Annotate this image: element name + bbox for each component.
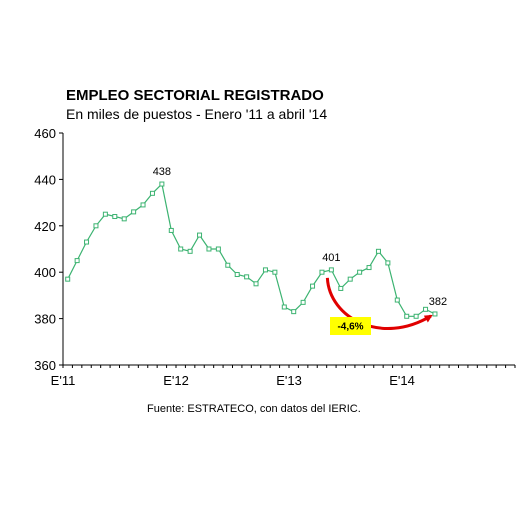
data-point <box>74 258 80 264</box>
data-point <box>300 299 306 305</box>
data-point <box>385 260 391 266</box>
data-point <box>234 272 240 278</box>
data-point <box>112 214 118 220</box>
data-point <box>244 274 250 280</box>
x-tick-label: E'12 <box>163 373 189 388</box>
change-badge-label: -4,6% <box>337 322 363 333</box>
data-label: 438 <box>153 166 171 178</box>
data-point <box>281 304 287 310</box>
data-point <box>131 209 137 215</box>
data-point <box>140 202 146 208</box>
data-point <box>328 267 334 273</box>
data-point <box>357 269 363 275</box>
y-tick-label: 380 <box>34 312 56 327</box>
data-point <box>338 285 344 291</box>
y-tick-label: 460 <box>34 126 56 141</box>
data-point <box>93 223 99 229</box>
y-tick-label: 420 <box>34 219 56 234</box>
source-note: Fuente: ESTRATECO, con datos del IERIC. <box>147 403 361 415</box>
data-point <box>159 181 165 187</box>
data-point <box>65 276 71 282</box>
data-point <box>394 297 400 303</box>
data-point <box>262 267 268 273</box>
x-axis-ticks: E'11 E'12 E'13 E'14 <box>51 365 516 388</box>
data-point <box>423 306 429 312</box>
chart-title: EMPLEO SECTORIAL REGISTRADO <box>66 87 324 104</box>
data-point <box>168 227 174 233</box>
data-point <box>375 248 381 254</box>
series-line <box>67 182 436 317</box>
data-point <box>197 232 203 238</box>
y-tick-label: 360 <box>34 358 56 373</box>
change-badge <box>330 317 371 335</box>
data-point <box>206 246 212 252</box>
data-point <box>149 190 155 196</box>
data-point <box>253 281 259 287</box>
data-labels: 438 401 382 <box>153 166 447 308</box>
data-point <box>121 216 127 222</box>
chart-subtitle: En miles de puestos - Enero '11 a abril … <box>66 106 327 122</box>
data-point <box>215 246 221 252</box>
axes <box>62 133 515 366</box>
y-axis-ticks: 460 440 420 400 380 360 <box>34 126 63 373</box>
data-point <box>310 283 316 289</box>
data-point <box>272 269 278 275</box>
x-tick-label: E'13 <box>276 373 302 388</box>
data-label: 401 <box>322 252 340 264</box>
series <box>65 181 438 319</box>
data-label: 382 <box>429 296 447 308</box>
data-point <box>413 313 419 319</box>
data-point <box>347 276 353 282</box>
data-point <box>432 311 438 317</box>
data-point <box>84 239 90 245</box>
data-point <box>187 248 193 254</box>
annotation: -4,6% <box>325 277 433 335</box>
x-tick-label: E'14 <box>389 373 415 388</box>
y-tick-label: 440 <box>34 172 56 187</box>
data-point <box>404 313 410 319</box>
data-point <box>225 262 231 268</box>
data-point <box>178 246 184 252</box>
data-point <box>319 269 325 275</box>
y-tick-label: 400 <box>34 265 56 280</box>
data-point <box>291 309 297 315</box>
data-point <box>102 211 108 217</box>
data-point <box>366 265 372 271</box>
x-tick-label: E'11 <box>51 373 76 388</box>
